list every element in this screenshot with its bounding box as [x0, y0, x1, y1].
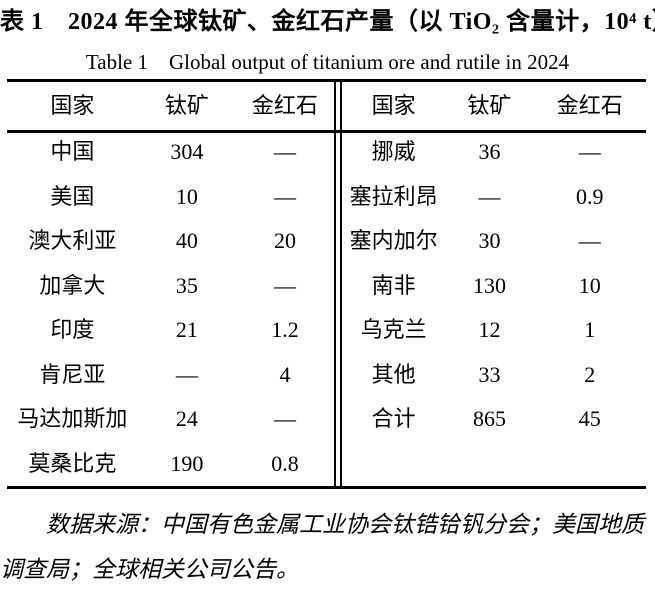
cell-country: 塞内加尔: [349, 228, 438, 254]
cell-country: 澳大利亚: [28, 228, 117, 254]
cell-rutile: —: [578, 228, 601, 254]
cell-rutile: —: [273, 406, 296, 432]
cell-rutile: —: [273, 272, 296, 298]
cell-ore: 40: [175, 228, 198, 254]
cell-rutile: 1: [584, 317, 596, 343]
cell-ore: 865: [472, 406, 506, 432]
header-titanium-ore: 钛矿: [467, 93, 512, 118]
table-caption-zh: 表 1 2024 年全球钛矿、金红石产量（以 TiO₂ 含量计，10⁴ t）: [0, 9, 655, 35]
cell-rutile: 45: [578, 406, 601, 432]
data-source-note: 数据来源：中国有色金属工业协会钛锆铪钒分会；美国地质调查局；全球相关公司公告。: [0, 512, 644, 582]
header-country: 国家: [50, 93, 95, 118]
table-right-half: 国家 钛矿 金红石 挪威 36 — 塞拉利昂 — 0.9 塞内加尔 30 — 南…: [342, 82, 646, 486]
cell-country: 乌克兰: [360, 317, 427, 343]
cell-ore: —: [175, 361, 198, 387]
cell-ore: 130: [472, 272, 506, 298]
cell-ore: 21: [175, 317, 198, 343]
table-caption-en: Table 1 Global output of titanium ore an…: [85, 50, 570, 74]
header-separator-rule: [7, 130, 646, 133]
cell-ore: —: [478, 183, 501, 209]
cell-rutile: 20: [273, 228, 296, 254]
double-rule-divider: [334, 82, 342, 486]
cell-rutile: 10: [578, 272, 601, 298]
cell-country: 马达加斯加: [17, 406, 128, 432]
cell-ore: 12: [478, 317, 501, 343]
cell-country: 加拿大: [39, 272, 106, 298]
cell-ore: 190: [170, 450, 204, 476]
cell-rutile: 1.2: [271, 317, 299, 343]
cell-rutile: —: [578, 139, 601, 165]
cell-rutile: 0.8: [271, 450, 299, 476]
cell-rutile: —: [273, 139, 296, 165]
cell-rutile: —: [273, 183, 296, 209]
cell-country: 莫桑比克: [28, 450, 117, 476]
cell-ore: 24: [175, 406, 198, 432]
cell-country: 印度: [50, 317, 95, 343]
cell-country: 其他: [371, 361, 416, 387]
cell-country: 合计: [371, 406, 416, 432]
cell-ore: 30: [478, 228, 501, 254]
cell-ore: 35: [175, 272, 198, 298]
cell-ore: 304: [170, 139, 204, 165]
cell-country: 肯尼亚: [39, 361, 106, 387]
cell-rutile: 0.9: [576, 183, 604, 209]
header-country: 国家: [371, 93, 416, 118]
cell-country: 南非: [371, 272, 416, 298]
header-rutile: 金红石: [251, 93, 318, 118]
cell-country: 塞拉利昂: [349, 183, 438, 209]
cell-ore: 33: [478, 361, 501, 387]
header-rutile: 金红石: [556, 93, 623, 118]
cell-country: 挪威: [371, 139, 416, 165]
cell-rutile: 2: [584, 361, 596, 387]
header-titanium-ore: 钛矿: [164, 93, 209, 118]
cell-rutile: 4: [279, 361, 291, 387]
cell-country: 中国: [50, 139, 95, 165]
cell-country: 美国: [50, 183, 95, 209]
production-table: 国家 钛矿 金红石 中国 304 — 美国 10 — 澳大利亚 40 20 加拿…: [7, 79, 646, 489]
cell-ore: 10: [175, 183, 198, 209]
cell-ore: 36: [478, 139, 501, 165]
table-left-half: 国家 钛矿 金红石 中国 304 — 美国 10 — 澳大利亚 40 20 加拿…: [7, 82, 334, 486]
